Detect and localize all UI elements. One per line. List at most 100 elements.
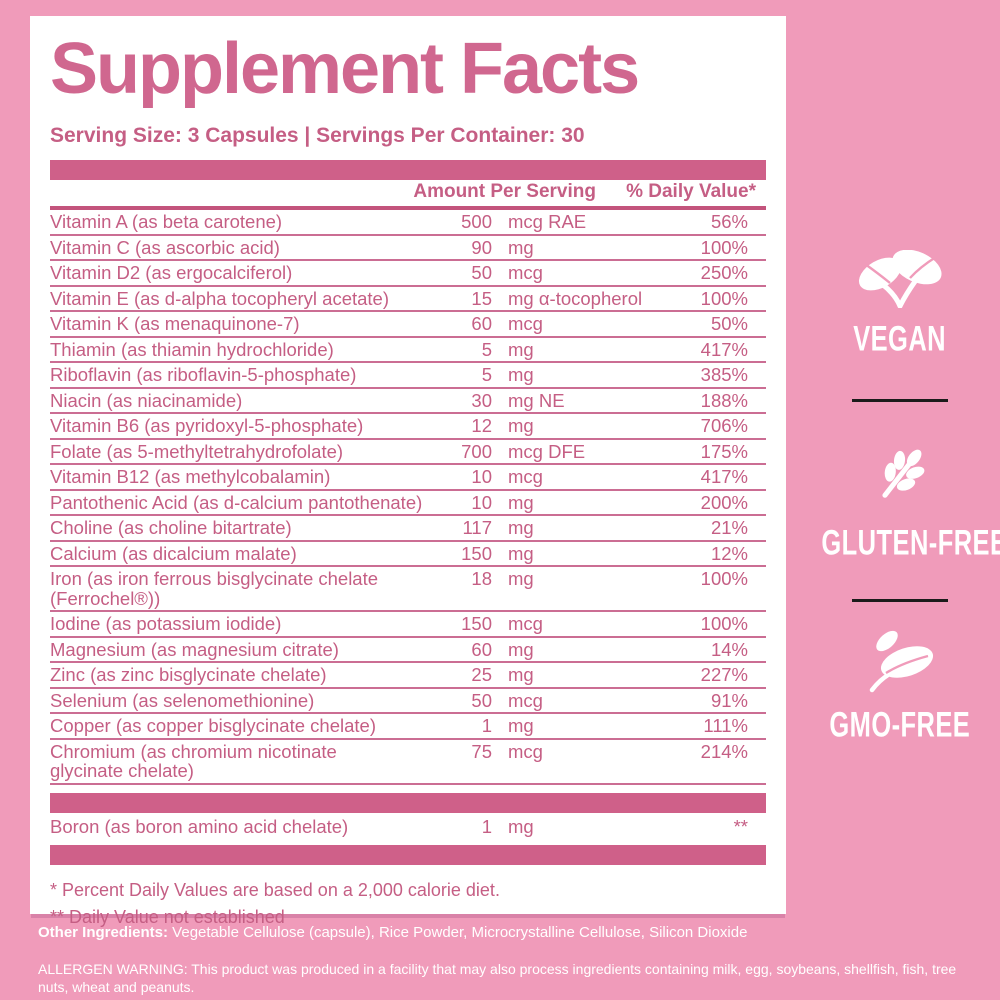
ingredient-amount: 150: [461, 542, 492, 564]
ingredient-unit: mg: [508, 542, 534, 564]
ingredient-daily-value: **: [733, 815, 748, 837]
ingredient-daily-value: 100%: [700, 568, 748, 589]
ingredient-unit: mg α-tocopherol: [508, 287, 643, 309]
table-row: Pantothenic Acid (as d-calcium pantothen…: [50, 491, 766, 516]
table-row: Zinc (as zinc bisglycinate chelate) 25 m…: [50, 663, 766, 689]
table-row: Magnesium (as magnesium citrate) 60 mg 1…: [50, 638, 766, 663]
ingredient-name: Selenium (as selenomethionine): [50, 689, 315, 711]
separator-bar-top: [50, 160, 766, 180]
page-title: Supplement Facts: [50, 29, 640, 109]
ingredient-name: Vitamin B12 (as methylcobalamin): [50, 466, 331, 487]
ingredient-daily-value: 250%: [700, 262, 748, 283]
ingredient-unit: mcg: [508, 689, 543, 711]
wheat-icon: [882, 449, 925, 498]
vegan-badge: VEGAN: [805, 250, 995, 359]
table-row: Niacin (as niacinamide) 30 mg NE 188%: [50, 389, 766, 414]
table-row: Choline (as choline bitartrate) 117 mg 2…: [50, 516, 766, 542]
ingredient-amount: 30: [471, 389, 492, 411]
ingredient-amount: 10: [471, 491, 492, 513]
ingredient-unit: mg: [508, 568, 534, 589]
ingredient-name: Choline (as choline bitartrate): [50, 517, 292, 538]
ingredient-unit: mcg: [508, 313, 543, 334]
ingredient-daily-value: 200%: [700, 491, 748, 513]
allergen-warning: ALLERGEN WARNING: This product was produ…: [38, 961, 957, 996]
ingredient-amount: 15: [471, 287, 492, 309]
ingredient-unit: mg: [508, 491, 534, 513]
amount-column-header: Amount Per Serving: [413, 181, 596, 202]
ingredient-daily-value: 100%: [700, 236, 748, 258]
gmo-free-badge: GMO-FREE: [805, 630, 995, 745]
separator-bar-middle: [50, 792, 766, 813]
ingredient-amount: 500: [461, 211, 492, 232]
ingredient-unit: mg: [508, 664, 534, 685]
ingredient-name: Copper (as copper bisglycinate chelate): [50, 715, 376, 736]
ingredient-daily-value: 100%: [700, 613, 748, 634]
vegan-leaves-icon: [858, 250, 942, 308]
footnote-daily-value: * Percent Daily Values are based on a 2,…: [50, 880, 500, 900]
ingredient-name: Vitamin E (as d-alpha tocopheryl acetate…: [50, 287, 390, 309]
ingredient-name: Riboflavin (as riboflavin-5-phosphate): [50, 364, 357, 385]
ingredient-name: Calcium (as dicalcium malate): [50, 542, 297, 564]
ingredient-daily-value: 50%: [710, 313, 748, 334]
ingredient-unit: mg: [508, 364, 534, 385]
ingredient-unit: mg: [508, 415, 534, 436]
ingredient-amount: 25: [471, 664, 492, 685]
ingredient-amount: 150: [461, 613, 492, 634]
ingredient-unit: mg: [508, 815, 534, 837]
ingredient-unit: mcg: [508, 466, 543, 487]
table-row: Vitamin K (as menaquinone-7) 60 mcg 50%: [50, 312, 766, 338]
ingredient-name: Iodine (as potassium iodide): [50, 613, 282, 634]
ingredient-amount: 1: [481, 715, 492, 736]
ingredient-name: Vitamin A (as beta carotene): [50, 211, 283, 232]
ingredient-amount: 50: [471, 262, 492, 283]
ingredient-daily-value: 385%: [700, 364, 748, 385]
supplement-facts-panel: Supplement Facts Serving Size: 3 Capsule…: [30, 16, 786, 927]
ingredient-daily-value: 14%: [710, 638, 748, 660]
gmo-free-badge-label: GMO-FREE: [829, 705, 971, 745]
ingredient-unit: mg: [508, 715, 534, 736]
vegan-badge-label: VEGAN: [853, 319, 947, 359]
ingredient-name: Zinc (as zinc bisglycinate chelate): [50, 664, 327, 685]
ingredient-name: Vitamin B6 (as pyridoxyl-5-phosphate): [50, 415, 364, 436]
gluten-free-badge: GLUTEN-FREE: [805, 445, 1000, 563]
ingredient-daily-value: 12%: [710, 542, 748, 564]
table-row: Iodine (as potassium iodide) 150 mcg 100…: [50, 612, 766, 638]
footnote-not-established: ** Daily Value not established: [50, 907, 285, 927]
separator-bar-bottom: [50, 845, 766, 865]
other-ingredients-text: Vegetable Cellulose (capsule), Rice Powd…: [168, 924, 748, 941]
table-row: Vitamin B6 (as pyridoxyl-5-phosphate) 12…: [50, 414, 766, 440]
ingredient-daily-value: 227%: [700, 664, 748, 685]
ingredient-daily-value: 417%: [700, 466, 748, 487]
ingredient-unit: mcg: [508, 262, 543, 283]
ingredient-daily-value: 175%: [700, 440, 748, 462]
ingredient-amount: 90: [471, 236, 492, 258]
ingredient-unit: mg: [508, 236, 534, 258]
ingredient-daily-value: 91%: [710, 689, 748, 711]
table-row: Riboflavin (as riboflavin-5-phosphate) 5…: [50, 363, 766, 389]
table-row: Chromium (as chromium nicotinate glycina…: [50, 740, 766, 785]
ingredient-unit: mg: [508, 517, 534, 538]
ingredient-amount: 10: [471, 466, 492, 487]
table-row-boron: Boron (as boron amino acid chelate) 1 mg…: [50, 813, 766, 840]
ingredient-daily-value: 188%: [700, 389, 748, 411]
ingredient-amount: 60: [471, 313, 492, 334]
ingredient-unit: mg: [508, 638, 534, 660]
ingredient-unit: mg NE: [508, 389, 565, 411]
ingredient-name: Pantothenic Acid (as d-calcium pantothen…: [50, 491, 423, 513]
ingredient-amount: 60: [471, 638, 492, 660]
ingredient-amount: 5: [481, 338, 492, 360]
table-row: Vitamin E (as d-alpha tocopheryl acetate…: [50, 287, 766, 312]
ingredient-name: Vitamin K (as menaquinone-7): [50, 313, 300, 334]
ingredient-unit: mcg: [508, 740, 543, 762]
ingredient-amount: 117: [462, 517, 493, 538]
ingredient-name: Vitamin D2 (as ergocalciferol): [50, 262, 293, 283]
other-ingredients-label: Other Ingredients:: [38, 924, 169, 941]
ingredient-unit: mg: [508, 338, 534, 360]
table-row: Selenium (as selenomethionine) 50 mcg 91…: [50, 689, 766, 714]
ingredient-amount: 700: [461, 440, 492, 462]
ingredient-amount: 1: [481, 815, 492, 837]
table-row: Calcium (as dicalcium malate) 150 mg 12%: [50, 542, 766, 567]
ingredient-amount: 75: [471, 740, 492, 762]
table-row: Vitamin D2 (as ergocalciferol) 50 mcg 25…: [50, 261, 766, 287]
